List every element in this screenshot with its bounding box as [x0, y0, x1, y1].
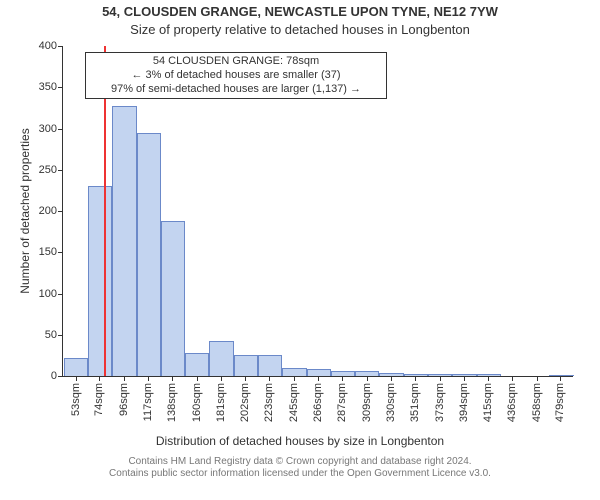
x-tick-label: 245sqm	[288, 383, 300, 422]
x-tick-label: 479sqm	[554, 383, 566, 422]
x-tick-mark	[148, 376, 149, 381]
y-axis-label: Number of detached properties	[18, 46, 32, 376]
histogram-bar	[379, 373, 403, 376]
x-tick-label: 394sqm	[458, 383, 470, 422]
x-tick-mark	[294, 376, 295, 381]
x-tick-mark	[512, 376, 513, 381]
histogram-bar	[209, 341, 233, 376]
footer-text: Contains HM Land Registry data © Crown c…	[0, 456, 600, 480]
x-tick-label: 117sqm	[142, 383, 154, 421]
histogram-bar	[185, 353, 209, 376]
x-tick-mark	[464, 376, 465, 381]
x-tick-mark	[221, 376, 222, 381]
x-tick-label: 181sqm	[215, 383, 227, 422]
x-tick-label: 202sqm	[239, 383, 251, 422]
histogram-bar	[355, 371, 379, 376]
annotation-line1: 54 CLOUSDEN GRANGE: 78sqm	[92, 55, 380, 69]
x-tick-label: 436sqm	[506, 383, 518, 422]
x-tick-mark	[440, 376, 441, 381]
x-tick-mark	[269, 376, 270, 381]
y-tick-mark	[58, 294, 63, 295]
x-tick-label: 351sqm	[409, 383, 421, 422]
histogram-bar	[307, 369, 331, 376]
histogram-bar	[549, 375, 573, 376]
x-tick-label: 373sqm	[434, 383, 446, 422]
chart-container: 54, CLOUSDEN GRANGE, NEWCASTLE UPON TYNE…	[0, 0, 600, 500]
x-tick-label: 309sqm	[361, 383, 373, 422]
histogram-bar	[428, 374, 452, 376]
x-tick-mark	[488, 376, 489, 381]
chart-title-sub: Size of property relative to detached ho…	[0, 22, 600, 37]
x-tick-label: 74sqm	[93, 383, 105, 416]
y-tick-mark	[58, 252, 63, 253]
histogram-bar	[88, 186, 112, 376]
footer-line2: Contains public sector information licen…	[0, 468, 600, 480]
x-tick-label: 160sqm	[191, 383, 203, 422]
x-tick-mark	[367, 376, 368, 381]
x-tick-mark	[391, 376, 392, 381]
x-tick-mark	[415, 376, 416, 381]
y-tick-mark	[58, 335, 63, 336]
y-tick-mark	[58, 46, 63, 47]
x-tick-label: 458sqm	[531, 383, 543, 422]
histogram-bar	[258, 355, 282, 376]
x-tick-mark	[99, 376, 100, 381]
x-tick-mark	[197, 376, 198, 381]
annotation-line3: 97% of semi-detached houses are larger (…	[92, 83, 380, 97]
histogram-bar	[112, 106, 136, 376]
annotation-line2: ← 3% of detached houses are smaller (37)	[92, 69, 380, 83]
chart-title-main: 54, CLOUSDEN GRANGE, NEWCASTLE UPON TYNE…	[0, 4, 600, 19]
histogram-bar	[452, 374, 476, 376]
x-tick-label: 223sqm	[263, 383, 275, 422]
histogram-bar	[282, 368, 306, 376]
x-tick-mark	[537, 376, 538, 381]
histogram-bar	[64, 358, 88, 376]
annotation-box: 54 CLOUSDEN GRANGE: 78sqm ← 3% of detach…	[85, 52, 387, 99]
x-tick-label: 53sqm	[70, 383, 82, 416]
histogram-bar	[234, 355, 258, 376]
x-tick-label: 415sqm	[482, 383, 494, 422]
y-tick-mark	[58, 129, 63, 130]
x-tick-mark	[560, 376, 561, 381]
x-tick-label: 138sqm	[166, 383, 178, 422]
histogram-bar	[404, 374, 428, 376]
x-tick-mark	[318, 376, 319, 381]
histogram-bar	[137, 133, 161, 376]
y-tick-mark	[58, 376, 63, 377]
x-tick-label: 287sqm	[336, 383, 348, 422]
histogram-bar	[331, 371, 355, 376]
histogram-bar	[477, 374, 501, 376]
y-tick-mark	[58, 87, 63, 88]
x-tick-label: 266sqm	[312, 383, 324, 422]
x-tick-mark	[245, 376, 246, 381]
x-axis-label: Distribution of detached houses by size …	[0, 434, 600, 448]
y-tick-mark	[58, 170, 63, 171]
x-tick-mark	[342, 376, 343, 381]
histogram-bar	[161, 221, 185, 376]
x-tick-label: 96sqm	[118, 383, 130, 416]
y-tick-mark	[58, 211, 63, 212]
x-tick-mark	[76, 376, 77, 381]
x-tick-mark	[124, 376, 125, 381]
x-tick-label: 330sqm	[385, 383, 397, 422]
footer-line1: Contains HM Land Registry data © Crown c…	[0, 456, 600, 468]
x-tick-mark	[172, 376, 173, 381]
